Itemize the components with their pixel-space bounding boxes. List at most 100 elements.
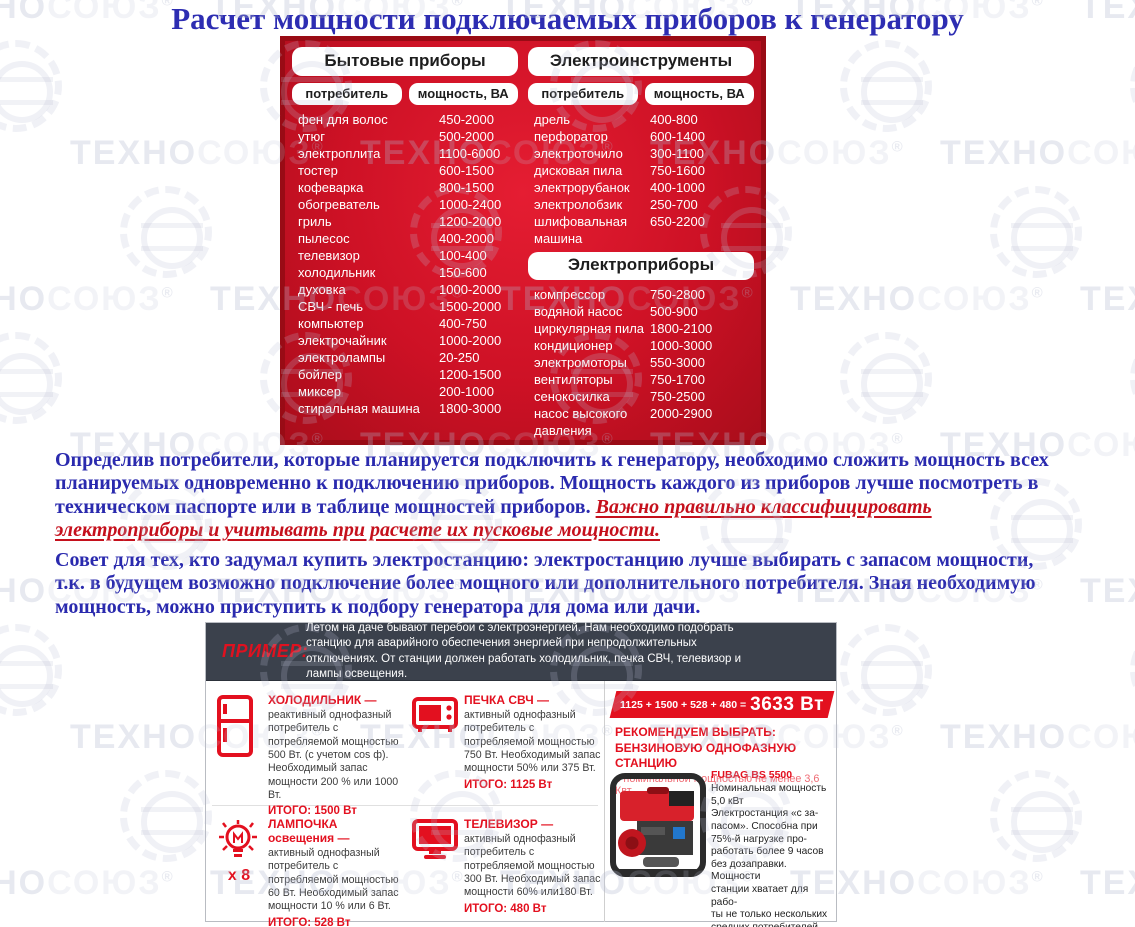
power-range: 100-400 xyxy=(439,248,487,263)
consumer-name: электролобзик xyxy=(534,197,623,212)
example-box: ПРИМЕР: Летом на даче бывают перебои с э… xyxy=(205,621,837,927)
appliance-description: активный однофазный потребитель с потреб… xyxy=(268,847,399,913)
recommendation-line2: БЕНЗИНОВУЮ ОДНОФАЗНУЮ СТАНЦИЮ xyxy=(615,740,797,771)
power-range: 1100-6000 xyxy=(439,146,501,161)
consumer-name: пылесос xyxy=(298,231,350,246)
consumer-name: бойлер xyxy=(298,367,342,382)
lamp-multiplier: х 8 xyxy=(227,867,251,884)
sum-total: 3633 Вт xyxy=(750,693,824,715)
power-range: 300-1100 xyxy=(650,146,704,161)
consumer-name: стиральная машина xyxy=(298,401,420,416)
consumer-name: компьютер xyxy=(298,316,364,331)
power-range: 20-250 xyxy=(439,350,480,365)
table-row: телевизор 100-400 xyxy=(292,247,518,264)
paragraph-red-warning: Важно правильно классифицировать электро… xyxy=(55,495,932,542)
table-row: стиральная машина 1800-3000 xyxy=(292,400,518,417)
electro-rows: компрессор 750-2800 водяной насос 500-900 ци… xyxy=(528,286,754,439)
household-column: Бытовые приборы потребитель мощность, ВА… xyxy=(292,47,518,434)
power-range: 1000-2400 xyxy=(439,197,502,212)
table-row: пылесос 400-2000 xyxy=(292,230,518,247)
appliance-title: ПЕЧКА СВЧ — xyxy=(464,693,550,707)
power-range: 250-700 xyxy=(650,197,698,212)
consumer-name: циркулярная пила xyxy=(534,321,645,336)
generator-photo xyxy=(607,771,709,883)
table-row: СВЧ - печь 1500-2000 xyxy=(292,298,518,315)
power-range: 650-2200 xyxy=(650,214,705,229)
power-range: 600-1400 xyxy=(650,129,705,144)
bulb-icon: х 8 xyxy=(216,819,262,885)
table-row: насос высокого давления 2000-2900 xyxy=(528,405,754,439)
power-range: 2000-2900 xyxy=(650,406,713,421)
table-row: электроточило 300-1100 xyxy=(528,145,754,162)
example-intro: Летом на даче бывают перебои с электроэн… xyxy=(306,621,742,680)
tv-icon xyxy=(412,819,458,861)
consumer-name: гриль xyxy=(298,214,332,229)
power-range: 400-2000 xyxy=(439,231,494,246)
appliance-card-tv: ТЕЛЕВИЗОР — активный однофазный потребит… xyxy=(412,817,602,915)
consumer-column-header: потребитель xyxy=(292,83,402,105)
power-column-header: мощность, ВА xyxy=(408,83,518,105)
table-row: тостер 600-1500 xyxy=(292,162,518,179)
table-row: электрорубанок 400-1000 xyxy=(528,179,754,196)
appliance-total: ИТОГО: 480 Вт xyxy=(464,902,547,915)
table-row: электромоторы 550-3000 xyxy=(528,354,754,371)
appliance-description: активный однофазный потребитель с потреб… xyxy=(464,833,601,899)
power-range: 1200-2000 xyxy=(439,214,502,229)
table-row: миксер 200-1000 xyxy=(292,383,518,400)
consumer-column-header: потребитель xyxy=(528,83,638,105)
table-row: водяной насос 500-900 xyxy=(528,303,754,320)
appliance-card-lamp: х 8 ЛАМПОЧКА освещения — активный однофа… xyxy=(216,817,406,927)
appliance-card-microwave: ПЕЧКА СВЧ — активный однофазный потребит… xyxy=(412,693,602,791)
consumer-name: кофеварка xyxy=(298,180,364,195)
table-row: компьютер 400-750 xyxy=(292,315,518,332)
table-row: вентиляторы 750-1700 xyxy=(528,371,754,388)
appliance-total: ИТОГО: 1125 Вт xyxy=(464,778,553,791)
consumer-name: утюг xyxy=(298,129,325,144)
recommendation-column: 1125 + 1500 + 528 + 480 = 3633 Вт РЕКОМЕ… xyxy=(604,681,837,927)
appliance-total: ИТОГО: 528 Вт xyxy=(268,916,351,927)
power-range: 1200-1500 xyxy=(439,367,502,382)
recommendation-line1: РЕКОМЕНДУЕМ ВЫБРАТЬ: xyxy=(615,725,776,739)
consumer-name: перфоратор xyxy=(534,129,608,144)
power-range: 750-2800 xyxy=(650,287,705,302)
consumer-name: электроточило xyxy=(534,146,623,161)
consumer-name: СВЧ - печь xyxy=(298,299,364,314)
power-range: 450-2000 xyxy=(439,112,494,127)
household-header: Бытовые приборы xyxy=(292,47,518,76)
power-range: 1800-3000 xyxy=(439,401,502,416)
power-column-header: мощность, ВА xyxy=(644,83,754,105)
table-row: перфоратор 600-1400 xyxy=(528,128,754,145)
consumer-name: шлифовальная машина xyxy=(534,214,627,246)
power-range: 150-600 xyxy=(439,265,487,280)
power-range: 400-1000 xyxy=(650,180,705,195)
consumer-name: водяной насос xyxy=(534,304,623,319)
table-row: электрочайник 1000-2000 xyxy=(292,332,518,349)
generator-description: Номинальная мощность 5,0 кВт Электростан… xyxy=(711,783,828,927)
appliance-title: ЛАМПОЧКА освещения — xyxy=(268,817,350,845)
power-range: 1800-2100 xyxy=(650,321,713,336)
consumer-name: духовка xyxy=(298,282,346,297)
consumer-name: сенокосилка xyxy=(534,389,610,404)
consumer-name: обогреватель xyxy=(298,197,380,212)
power-table: Бытовые приборы потребитель мощность, ВА… xyxy=(280,36,766,445)
power-range: 400-750 xyxy=(439,316,487,331)
household-rows: фен для волос 450-2000 утюг 500-2000 электро… xyxy=(292,111,518,417)
power-range: 1500-2000 xyxy=(439,299,502,314)
power-range: 500-900 xyxy=(650,304,698,319)
table-row: шлифовальная машина 650-2200 xyxy=(528,213,754,247)
power-range: 400-800 xyxy=(650,112,698,127)
appliance-total: ИТОГО: 1500 Вт xyxy=(268,805,357,818)
table-row: дисковая пила 750-1600 xyxy=(528,162,754,179)
example-body: ХОЛОДИЛЬНИК — реактивный однофазный потр… xyxy=(206,681,837,927)
consumer-name: дрель xyxy=(534,112,570,127)
generator-info: FUBAG BS 5500 Номинальная мощность 5,0 к… xyxy=(711,769,833,927)
sum-equation: 1125 + 1500 + 528 + 480 = xyxy=(620,698,747,711)
page-title: Расчет мощности подключаемых приборов к … xyxy=(171,1,964,36)
consumer-name: кондиционер xyxy=(534,338,613,353)
example-header: ПРИМЕР: Летом на даче бывают перебои с э… xyxy=(206,621,836,681)
power-range: 800-1500 xyxy=(439,180,494,195)
divider xyxy=(212,805,598,806)
consumer-name: электроплита xyxy=(298,146,381,161)
table-row: сенокосилка 750-2500 xyxy=(528,388,754,405)
